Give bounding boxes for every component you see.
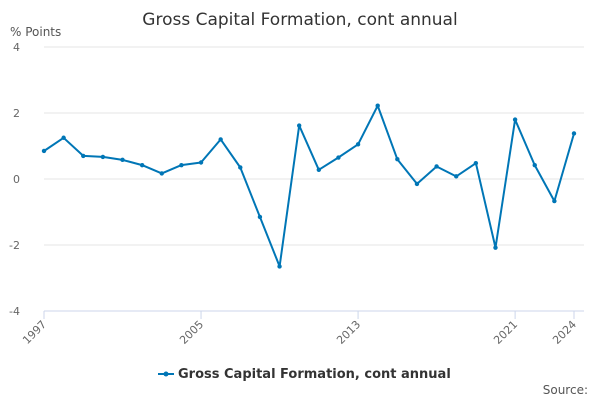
series-group	[41, 103, 577, 269]
x-tick-label: 1997	[20, 318, 49, 347]
data-point[interactable]	[571, 131, 577, 136]
x-axis-ticks: 1997 2005 2013 2021 2024	[20, 311, 579, 347]
data-point[interactable]	[473, 160, 479, 166]
data-point[interactable]	[159, 171, 164, 176]
legend-point-marker	[163, 371, 169, 377]
y-tick-label: -2	[9, 239, 20, 252]
data-point[interactable]	[434, 164, 439, 169]
gridlines	[44, 46, 584, 312]
data-point[interactable]	[218, 137, 223, 142]
data-point[interactable]	[552, 198, 557, 204]
legend-item-label[interactable]: Gross Capital Formation, cont annual	[178, 367, 451, 382]
source-label: Source:	[543, 383, 588, 397]
x-tick-label: 2021	[491, 318, 520, 347]
data-point[interactable]	[61, 135, 66, 140]
y-tick-label: -4	[9, 305, 20, 318]
x-tick-label: 2024	[550, 318, 579, 347]
y-tick-label: 2	[13, 107, 20, 120]
data-point[interactable]	[336, 155, 341, 160]
data-point[interactable]	[198, 160, 204, 165]
data-point[interactable]	[179, 162, 184, 168]
y-axis-unit-label: % Points	[10, 25, 61, 39]
data-point[interactable]	[257, 214, 263, 220]
data-point[interactable]	[493, 245, 498, 250]
data-point[interactable]	[355, 142, 361, 147]
data-point[interactable]	[296, 123, 302, 128]
data-point[interactable]	[120, 157, 125, 163]
data-point[interactable]	[238, 165, 243, 170]
y-tick-label: 4	[13, 41, 20, 54]
data-point[interactable]	[139, 162, 145, 168]
y-axis-ticks: 4 2 0 -2 -4	[9, 41, 20, 318]
data-point[interactable]	[395, 157, 400, 162]
data-point[interactable]	[100, 154, 106, 160]
data-point[interactable]	[512, 117, 518, 122]
x-tick-label: 2013	[334, 318, 363, 347]
data-point[interactable]	[532, 162, 537, 168]
y-tick-label: 0	[13, 173, 20, 186]
series-line	[43, 104, 575, 268]
data-point[interactable]	[454, 174, 459, 179]
data-point[interactable]	[316, 167, 322, 172]
x-tick-label: 2005	[177, 318, 206, 347]
legend[interactable]: Gross Capital Formation, cont annual	[158, 367, 451, 382]
data-point[interactable]	[81, 153, 86, 159]
data-point[interactable]	[41, 148, 47, 154]
data-point[interactable]	[375, 103, 380, 108]
data-point[interactable]	[414, 181, 420, 187]
chart-title: Gross Capital Formation, cont annual	[142, 10, 457, 30]
data-point[interactable]	[277, 264, 282, 269]
